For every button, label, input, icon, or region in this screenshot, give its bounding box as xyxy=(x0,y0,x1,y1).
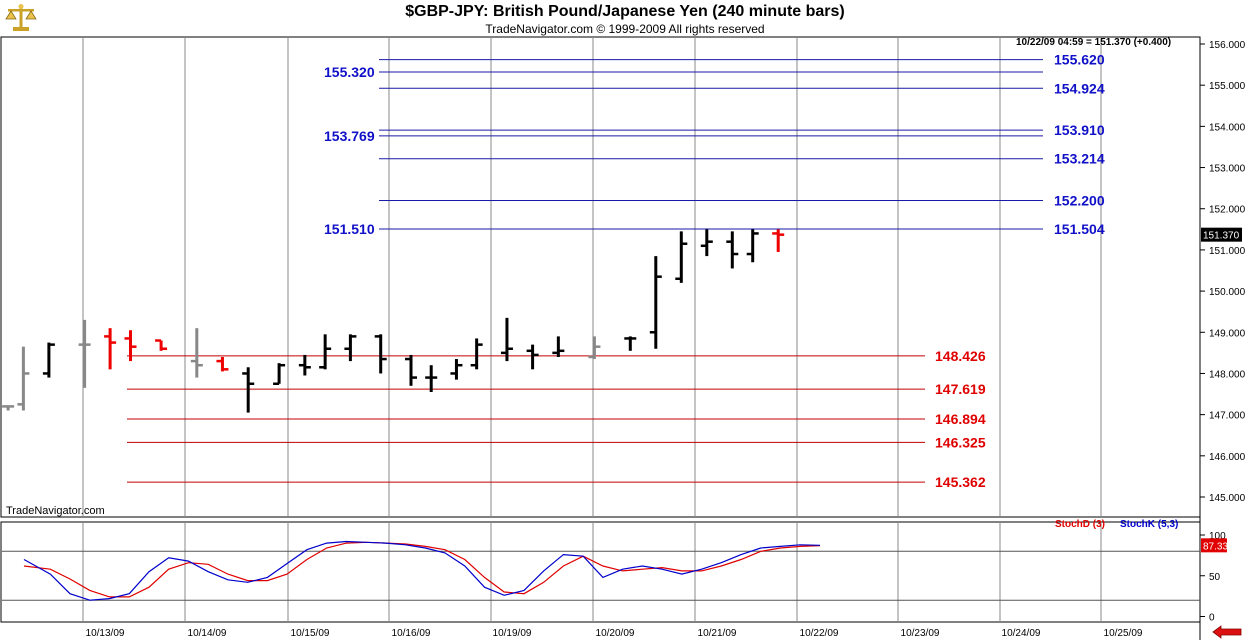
ohlc-bar xyxy=(124,330,137,362)
ohlc-bar xyxy=(425,365,438,392)
stoch-tick-label: 50 xyxy=(1209,572,1221,583)
price-tick-label: 147.000 xyxy=(1209,411,1246,422)
price-tick-label: 154.000 xyxy=(1209,122,1246,133)
date-axis-label: 10/13/09 xyxy=(86,628,125,639)
chart-title: $GBP-JPY: British Pound/Japanese Yen (24… xyxy=(405,3,845,20)
resistance-right-label: 155.620 xyxy=(1054,52,1105,68)
resistance-right-label: 152.200 xyxy=(1054,192,1105,208)
ohlc-bar xyxy=(298,354,311,376)
ohlc-bar xyxy=(450,359,463,380)
stoch-panel-frame xyxy=(0,521,1201,623)
ohlc-bar xyxy=(526,344,539,370)
price-tick-label: 153.000 xyxy=(1209,164,1246,175)
stoch-last-badge-label: 87.33 xyxy=(1203,541,1228,552)
stochk-line xyxy=(23,540,821,601)
price-tick-label: 152.000 xyxy=(1209,205,1246,216)
support-label: 147.619 xyxy=(935,381,986,397)
price-tick-label: 155.000 xyxy=(1209,81,1246,92)
ohlc-bar xyxy=(675,231,688,283)
ohlc-bar xyxy=(216,356,229,372)
date-axis-label: 10/25/09 xyxy=(1104,628,1143,639)
ohlc-bar xyxy=(700,229,713,257)
stoch-last-badge xyxy=(1201,538,1227,553)
date-axis-label: 10/14/09 xyxy=(188,628,227,639)
ohlc-bar xyxy=(2,405,15,411)
ohlc-bar xyxy=(190,328,203,378)
price-tick-label: 148.000 xyxy=(1209,369,1246,380)
last-price-badge-label: 151.370 xyxy=(1203,231,1240,242)
ohlc-bar xyxy=(624,336,637,351)
stoch-tick-label: 0 xyxy=(1209,613,1215,624)
ohlc-bar xyxy=(552,336,565,357)
date-axis-label: 10/20/09 xyxy=(596,628,635,639)
price-tick-label: 146.000 xyxy=(1209,452,1246,463)
last-price-badge xyxy=(1201,227,1242,242)
ohlc-bar xyxy=(374,334,387,374)
ohlc-bar xyxy=(588,336,601,360)
ohlc-bar xyxy=(746,229,759,263)
date-axis-label: 10/21/09 xyxy=(698,628,737,639)
ohlc-bar xyxy=(17,346,30,411)
date-axis-label: 10/22/09 xyxy=(800,628,839,639)
price-tick-label: 145.000 xyxy=(1209,493,1246,504)
ohlc-bar xyxy=(470,338,483,370)
stochd-legend: StochD (3) xyxy=(1055,519,1105,530)
resistance-right-label: 154.924 xyxy=(1054,80,1105,96)
support-label: 148.426 xyxy=(935,348,986,364)
ohlc-bar xyxy=(155,339,168,351)
ohlc-bar xyxy=(772,229,785,252)
ohlc-bar xyxy=(273,363,286,385)
price-tick-label: 149.000 xyxy=(1209,328,1246,339)
support-label: 146.325 xyxy=(935,434,986,450)
ohlc-bar xyxy=(649,256,662,349)
price-tick-label: 156.000 xyxy=(1209,40,1246,51)
stoch-tick-label: 100 xyxy=(1209,531,1226,542)
date-axis-label: 10/15/09 xyxy=(291,628,330,639)
support-label: 145.362 xyxy=(935,474,986,490)
ohlc-bar xyxy=(78,319,91,388)
ohlc-bar xyxy=(405,354,417,386)
resistance-left-label: 153.769 xyxy=(324,128,375,144)
ohlc-bar xyxy=(242,367,255,413)
price-tick-label: 150.000 xyxy=(1209,287,1246,298)
ohlc-bar xyxy=(319,334,332,370)
date-axis-label: 10/24/09 xyxy=(1002,628,1041,639)
resistance-left-label: 151.510 xyxy=(324,221,375,237)
date-axis-label: 10/19/09 xyxy=(493,628,532,639)
resistance-right-label: 151.504 xyxy=(1054,221,1105,237)
date-axis-label: 10/16/09 xyxy=(392,628,431,639)
support-label: 146.894 xyxy=(935,411,986,427)
gold-scale-icon xyxy=(4,3,38,33)
resistance-right-label: 153.214 xyxy=(1054,151,1105,167)
resistance-right-label: 153.910 xyxy=(1054,122,1105,138)
resistance-left-label: 155.320 xyxy=(324,64,375,80)
price-panel-frame xyxy=(0,36,1201,518)
watermark-text: TradeNavigator.com xyxy=(6,505,105,517)
ohlc-bar xyxy=(104,328,117,370)
ohlc-bar xyxy=(726,231,739,269)
red-left-arrow-icon[interactable] xyxy=(1212,625,1242,639)
ohlc-bar xyxy=(344,334,357,362)
ohlc-bar xyxy=(500,317,513,362)
stochd-line xyxy=(23,541,821,598)
copyright-subtitle: TradeNavigator.com © 1999-2009 All right… xyxy=(485,22,765,36)
stochk-legend: StochK (5,3) xyxy=(1120,519,1179,530)
price-tick-label: 151.000 xyxy=(1209,246,1246,257)
ohlc-bar xyxy=(42,342,55,378)
last-price-readout: 10/22/09 04:59 = 151.370 (+0.400) xyxy=(1016,37,1172,48)
date-axis-label: 10/23/09 xyxy=(901,628,940,639)
